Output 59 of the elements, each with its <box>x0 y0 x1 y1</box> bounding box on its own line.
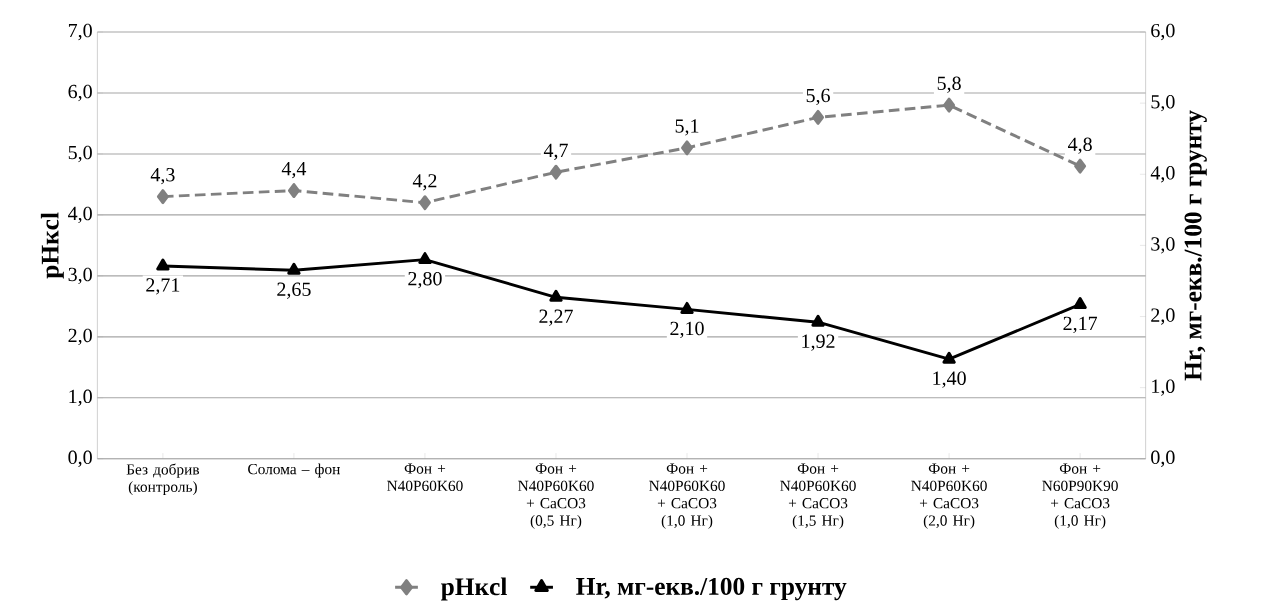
point <box>942 351 956 364</box>
y2-tick-label: 6,0 <box>1151 23 1175 40</box>
y-tick-label: 2,0 <box>68 328 92 345</box>
y-tick-label: 1,0 <box>69 389 92 406</box>
point <box>811 314 825 327</box>
x-tick-label: Фон + N40P60K60 + CaCO3 (1,0 Нг) <box>649 463 725 529</box>
y-tick-label: 7,0 <box>68 23 92 40</box>
y-tick-label: 6,0 <box>68 84 92 101</box>
y-tick-label: 4,0 <box>68 206 92 223</box>
data-label: 4,8 <box>1068 137 1092 154</box>
data-label: 2,65 <box>277 282 311 299</box>
x-tick-label: Фон + N40P60K60 + CaCO3 (0,5 Нг) <box>518 463 594 529</box>
point <box>156 258 170 271</box>
data-label: 2,17 <box>1063 316 1098 333</box>
data-label: 5,1 <box>675 119 699 136</box>
data-label: 4,4 <box>281 161 307 179</box>
y2-axis-title: Hr, мг-екв./100 г грунту <box>1184 109 1207 381</box>
x-tick-label: Фон + N40P60K60 + CaCO3 (2,0 Нг) <box>911 463 987 529</box>
legend-label: Hr, мг-екв./100 г грунту <box>576 577 847 600</box>
data-label: 2,10 <box>670 321 704 338</box>
data-label: 2,71 <box>146 278 180 295</box>
point <box>812 109 825 125</box>
point <box>418 195 431 210</box>
data-label: 1,92 <box>802 334 835 351</box>
data-label: 4,7 <box>543 143 568 160</box>
x-tick-label: Фон + N40P60K60 + CaCO3 (1,5 Нг) <box>780 463 856 529</box>
y2-tick-label: 5,0 <box>1151 94 1175 112</box>
data-label: 1,40 <box>933 371 966 388</box>
y2-tick-label: 2,0 <box>1151 308 1175 325</box>
point <box>943 97 956 113</box>
point <box>681 140 693 156</box>
data-label: 2,27 <box>539 309 573 326</box>
point <box>156 188 169 204</box>
x-tick-label: Фон + N60P90K90 + CaCO3 (1,0 Нг) <box>1042 463 1118 529</box>
point <box>287 262 301 275</box>
data-label: 5,6 <box>806 88 830 105</box>
data-label: 4,3 <box>150 167 175 185</box>
point <box>549 289 563 302</box>
x-tick-label: Фон + N40P60K60 <box>387 463 463 491</box>
data-label: 5,8 <box>937 76 961 93</box>
y-tick-label: 3,0 <box>68 267 92 284</box>
point <box>1073 296 1087 309</box>
data-label: 4,2 <box>412 173 437 191</box>
y-axis-title: pHкcl <box>40 212 64 279</box>
point <box>1074 158 1087 174</box>
data-label: 2,80 <box>408 271 442 289</box>
y-tick-label: 0,0 <box>68 450 92 467</box>
y2-tick-label: 3,0 <box>1151 236 1175 254</box>
point <box>550 164 562 180</box>
y-tick-label: 5,0 <box>68 145 92 162</box>
y2-tick-label: 4,0 <box>1150 165 1175 183</box>
point <box>287 182 300 198</box>
x-tick-label: Без добрив (контроль) <box>126 463 200 495</box>
point <box>418 251 432 264</box>
point <box>680 301 694 314</box>
legend-label: pHкcl <box>441 577 507 601</box>
y2-tick-label: 1,0 <box>1152 379 1175 396</box>
y2-tick-label: 0,0 <box>1151 450 1175 467</box>
x-tick-label: Солома – фон <box>248 463 340 478</box>
